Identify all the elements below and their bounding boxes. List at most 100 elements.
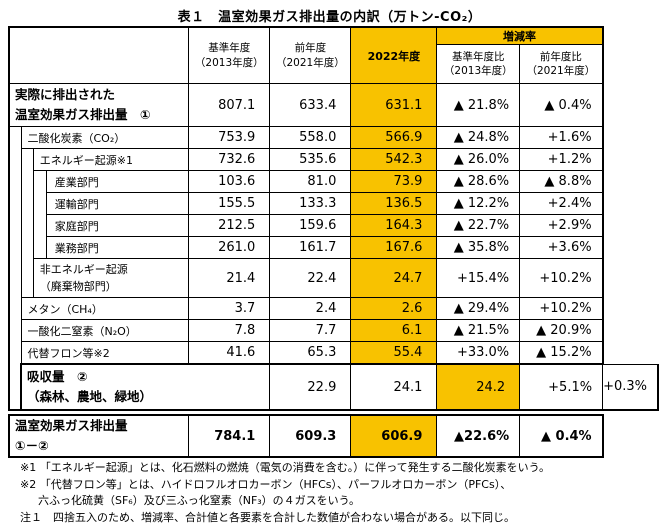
header-sub-row: 基準年度比 （2013年度） 前年度比 （2021年度） xyxy=(9,44,658,84)
row-label: 代替フロン等※2 xyxy=(20,341,190,365)
row-label: 吸収量 ② （森林、農地、緑地） xyxy=(20,363,271,411)
table-row: 温室効果ガス排出量 ①－② 784.1 609.3 606.9 ▲22.6% ▲… xyxy=(8,414,658,458)
footnote-2: ※2 「代替フロン等」とは、ハイドロフルオロカーボン（HFCs）、パーフルオロカ… xyxy=(20,477,512,491)
rate-prev-value: ▲ 0.4% xyxy=(519,414,604,458)
header-prev-year: 前年度 （2021年度） xyxy=(269,26,352,84)
table-row: 家庭部門 212.5 159.6 164.3 ▲ 22.7% +2.9% xyxy=(9,214,658,237)
prev-value: 159.6 xyxy=(269,214,352,237)
prev-value: 7.7 xyxy=(269,319,352,342)
row-label: 業務部門 xyxy=(45,236,190,259)
table-row: 代替フロン等※2 41.6 65.3 55.4 +33.0% ▲ 15.2% xyxy=(9,341,658,365)
prev-value: 65.3 xyxy=(269,341,352,365)
current-value: 73.9 xyxy=(350,170,438,193)
rate-prev-value: ▲ 8.8% xyxy=(519,170,604,193)
current-value: 55.4 xyxy=(350,341,438,365)
prev-value: 24.1 xyxy=(350,363,438,411)
row-label: メタン（CH₄） xyxy=(20,297,190,320)
prev-value: 161.7 xyxy=(269,236,352,259)
base-value: 3.7 xyxy=(188,297,271,320)
table-row: 一酸化二窒素（N₂O） 7.8 7.7 6.1 ▲ 21.5% ▲ 20.9% xyxy=(9,319,658,342)
table-row: 二酸化炭素（CO₂） 753.9 558.0 566.9 ▲ 24.8% +1.… xyxy=(8,126,658,411)
rate-base-value: +5.1% xyxy=(519,363,604,411)
rate-base-value: ▲ 26.0% xyxy=(436,148,521,171)
header-rate-prev: 前年度比 （2021年度） xyxy=(519,44,604,84)
rate-base-value: +33.0% xyxy=(436,341,521,365)
row-label: 二酸化炭素（CO₂） xyxy=(20,126,190,149)
rate-prev-value: +0.3% xyxy=(602,363,659,411)
rate-prev-value: +1.6% xyxy=(519,126,604,149)
base-value: 732.6 xyxy=(188,148,271,171)
indent-cell xyxy=(32,170,47,259)
rate-prev-value: ▲ 0.4% xyxy=(519,83,604,127)
table-row: 産業部門 103.6 81.0 73.9 ▲ 28.6% ▲ 8.8% xyxy=(9,170,658,259)
rate-base-value: ▲ 24.8% xyxy=(436,126,521,149)
prev-value: 633.4 xyxy=(269,83,352,127)
rate-base-value: ▲ 29.4% xyxy=(436,297,521,320)
header-rate-base: 基準年度比 （2013年度） xyxy=(436,44,521,84)
prev-value: 535.6 xyxy=(269,148,352,171)
table-row: エネルギー起源※1 732.6 535.6 542.3 ▲ 26.0% +1.2… xyxy=(9,148,658,298)
current-value: 24.2 xyxy=(436,363,521,411)
rate-prev-value: ▲ 20.9% xyxy=(519,319,604,342)
header-base-year: 基準年度 （2013年度） xyxy=(188,26,271,84)
current-value: 631.1 xyxy=(350,83,438,127)
footnotes: ※1 「エネルギー起源」とは、化石燃料の燃焼（電気の消費を含む。）に伴って発生す… xyxy=(20,460,550,526)
table-row: 吸収量 ② （森林、農地、緑地） 22.9 24.1 24.2 +5.1% +0… xyxy=(9,363,659,411)
row-label: 運輸部門 xyxy=(45,192,190,215)
base-value: 261.0 xyxy=(188,236,271,259)
table-row: 非エネルギー起源 （廃棄物部門） 21.4 22.4 24.7 +15.4% +… xyxy=(9,258,658,298)
current-value: 606.9 xyxy=(350,414,438,458)
prev-value: 2.4 xyxy=(269,297,352,320)
base-value: 807.1 xyxy=(188,83,271,127)
rate-base-value: +15.4% xyxy=(436,258,521,298)
header-row: 基準年度 （2013年度） 前年度 （2021年度） 2022年度 増減率 xyxy=(8,26,658,84)
row-label: 産業部門 xyxy=(45,170,190,193)
row-label: 家庭部門 xyxy=(45,214,190,237)
current-value: 164.3 xyxy=(350,214,438,237)
current-value: 24.7 xyxy=(350,258,438,298)
current-value: 2.6 xyxy=(350,297,438,320)
rate-base-value: ▲22.6% xyxy=(436,414,521,458)
rate-prev-value: +2.9% xyxy=(519,214,604,237)
base-value: 7.8 xyxy=(188,319,271,342)
footnote-2-cont: 六ふっ化硫黄（SF₆）及び三ふっ化窒素（NF₃）の４ガスをいう。 xyxy=(38,494,361,507)
base-value: 784.1 xyxy=(188,414,271,458)
indent-cell xyxy=(8,126,22,411)
row-label: 非エネルギー起源 （廃棄物部門） xyxy=(32,258,190,298)
table-row: 運輸部門 155.5 133.3 136.5 ▲ 12.2% +2.4% xyxy=(9,192,658,215)
emissions-table: 基準年度 （2013年度） 前年度 （2021年度） 2022年度 増減率 基準… xyxy=(8,26,659,458)
header-current-year: 2022年度 xyxy=(350,26,438,84)
rate-prev-value: +3.6% xyxy=(519,236,604,259)
base-value: 155.5 xyxy=(188,192,271,215)
prev-value: 609.3 xyxy=(269,414,352,458)
row-label: 温室効果ガス排出量 ①－② xyxy=(8,414,190,458)
base-value: 22.9 xyxy=(269,363,352,411)
base-value: 41.6 xyxy=(188,341,271,365)
rate-base-value: ▲ 35.8% xyxy=(436,236,521,259)
rate-prev-value: +10.2% xyxy=(519,258,604,298)
table-row: 実際に排出された 温室効果ガス排出量 ① 807.1 633.4 631.1 ▲… xyxy=(8,83,658,127)
rate-prev-value: +10.2% xyxy=(519,297,604,320)
rate-base-value: ▲ 21.8% xyxy=(436,83,521,127)
table-row: メタン（CH₄） 3.7 2.4 2.6 ▲ 29.4% +10.2% xyxy=(9,297,658,320)
rate-base-value: ▲ 12.2% xyxy=(436,192,521,215)
footnote-1: ※1 「エネルギー起源」とは、化石燃料の燃焼（電気の消費を含む。）に伴って発生す… xyxy=(20,461,550,474)
table-title: 表１ 温室効果ガス排出量の内訳（万トン-CO₂） xyxy=(177,10,482,25)
rate-base-value: ▲ 22.7% xyxy=(436,214,521,237)
rate-prev-value: ▲ 15.2% xyxy=(519,341,604,365)
prev-value: 558.0 xyxy=(269,126,352,149)
base-value: 21.4 xyxy=(188,258,271,298)
row-label: 一酸化二窒素（N₂O） xyxy=(20,319,190,342)
prev-value: 22.4 xyxy=(269,258,352,298)
rate-prev-value: +2.4% xyxy=(519,192,604,215)
current-value: 6.1 xyxy=(350,319,438,342)
current-value: 167.6 xyxy=(350,236,438,259)
rate-base-value: ▲ 21.5% xyxy=(436,319,521,342)
current-value: 542.3 xyxy=(350,148,438,171)
prev-value: 81.0 xyxy=(269,170,352,193)
current-value: 566.9 xyxy=(350,126,438,149)
base-value: 753.9 xyxy=(188,126,271,149)
base-value: 212.5 xyxy=(188,214,271,237)
prev-value: 133.3 xyxy=(269,192,352,215)
